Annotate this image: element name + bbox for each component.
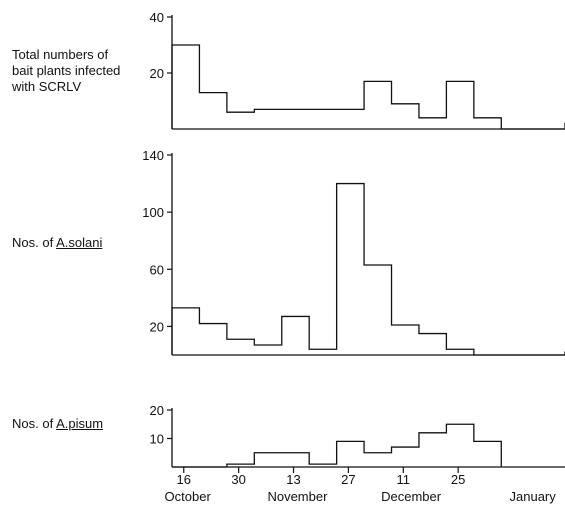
y-tick-label: 60 bbox=[150, 262, 164, 277]
series-step-line bbox=[172, 423, 502, 468]
y-tick-label: 140 bbox=[142, 148, 164, 163]
panel1-ylabel-line: bait plants infected bbox=[12, 63, 121, 78]
y-tick-label: 20 bbox=[150, 66, 164, 81]
panel2-ylabel-prefix: Nos. of bbox=[12, 235, 57, 250]
month-label: November bbox=[267, 489, 328, 504]
series-step-line bbox=[171, 182, 565, 356]
x-tick-label: 25 bbox=[451, 472, 465, 487]
panel1-ylabel-line: Total numbers of bbox=[12, 47, 109, 62]
x-tick-label: 16 bbox=[177, 472, 191, 487]
panel3-ylabel: Nos. of A.pisum bbox=[12, 416, 103, 432]
panel3-ylabel-prefix: Nos. of bbox=[12, 416, 57, 431]
x-tick-label: 13 bbox=[286, 472, 300, 487]
x-tick-label: 30 bbox=[231, 472, 245, 487]
month-label: December bbox=[381, 489, 442, 504]
y-tick-label: 40 bbox=[150, 10, 164, 25]
y-tick-label: 20 bbox=[150, 319, 164, 334]
series-step-line bbox=[171, 44, 565, 130]
month-label: January bbox=[510, 489, 557, 504]
x-tick-label: 27 bbox=[341, 472, 355, 487]
y-tick-label: 100 bbox=[142, 205, 164, 220]
y-tick-label: 20 bbox=[150, 403, 164, 418]
panel1-ylabel-line: with SCRLV bbox=[12, 79, 82, 94]
panel1-ylabel: Total numbers of bait plants infected wi… bbox=[12, 47, 144, 95]
month-label: October bbox=[165, 489, 212, 504]
y-tick-label: 10 bbox=[150, 432, 164, 447]
x-tick-label: 11 bbox=[397, 472, 411, 487]
panel2-ylabel: Nos. of A.solani bbox=[12, 235, 102, 251]
panel3-ylabel-species: A.pisum bbox=[56, 416, 104, 431]
panel2-ylabel-species: A.solani bbox=[56, 235, 103, 250]
